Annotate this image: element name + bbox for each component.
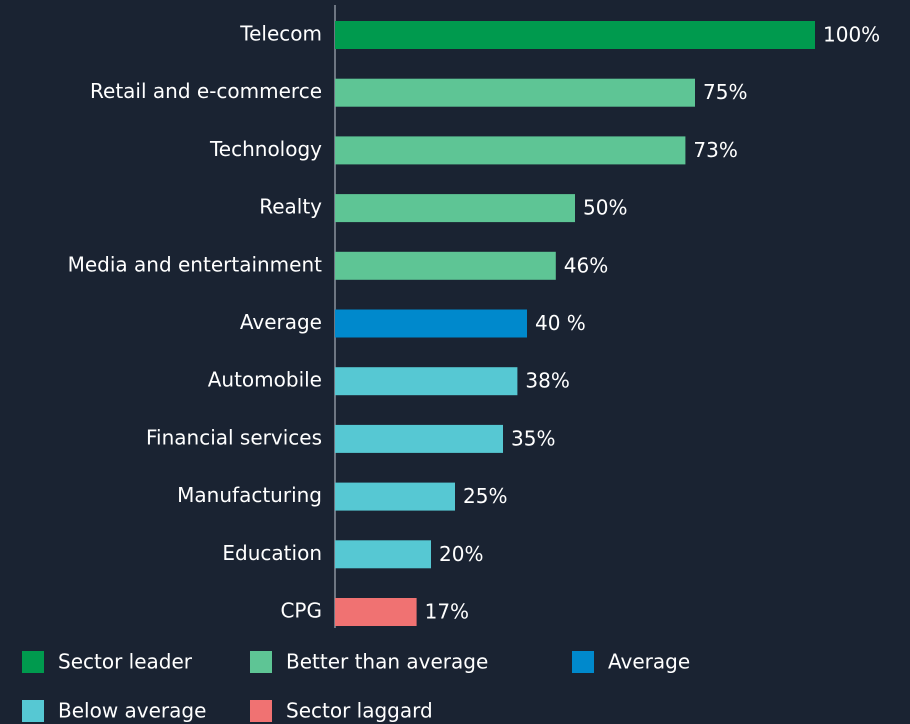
value-label: 73%	[693, 138, 737, 162]
bar	[335, 598, 417, 626]
value-label: 75%	[703, 80, 747, 104]
bar	[335, 424, 503, 453]
legend-swatch	[572, 651, 594, 673]
bar	[335, 78, 695, 107]
bar	[335, 21, 815, 49]
legend-label: Below average	[58, 699, 206, 723]
legend-label: Sector leader	[58, 650, 193, 674]
y-tick-label: Realty	[259, 195, 322, 219]
bar	[335, 136, 686, 165]
legend-swatch	[250, 700, 272, 722]
y-tick-label: Technology	[209, 137, 322, 161]
bar	[335, 482, 455, 511]
legend-swatch	[250, 651, 272, 673]
y-tick-label: Education	[222, 541, 322, 565]
value-label: 100%	[823, 23, 880, 47]
value-label: 46%	[564, 253, 608, 277]
value-label: 38%	[525, 369, 569, 393]
legend-swatch	[22, 700, 44, 722]
value-label: 20%	[439, 542, 483, 566]
y-tick-label: Telecom	[239, 22, 322, 46]
value-label: 17%	[425, 600, 469, 624]
legend-label: Better than average	[286, 650, 488, 674]
bar	[335, 194, 575, 223]
value-label: 40 %	[535, 311, 586, 335]
bar	[335, 540, 431, 569]
legend-label: Average	[608, 650, 690, 674]
y-tick-label: Retail and e-commerce	[90, 79, 322, 103]
y-tick-label: Automobile	[208, 368, 322, 392]
bar	[335, 309, 527, 338]
y-tick-label: CPG	[280, 599, 322, 623]
bar	[335, 367, 518, 396]
legend-label: Sector laggard	[286, 699, 433, 723]
bar	[335, 251, 556, 280]
y-tick-label: Average	[240, 310, 322, 334]
legend-swatch	[22, 651, 44, 673]
y-tick-label: Media and entertainment	[68, 252, 323, 276]
value-label: 50%	[583, 196, 627, 220]
value-label: 35%	[511, 426, 555, 450]
y-tick-label: Financial services	[146, 425, 322, 449]
value-label: 25%	[463, 484, 507, 508]
y-tick-label: Manufacturing	[177, 483, 322, 507]
